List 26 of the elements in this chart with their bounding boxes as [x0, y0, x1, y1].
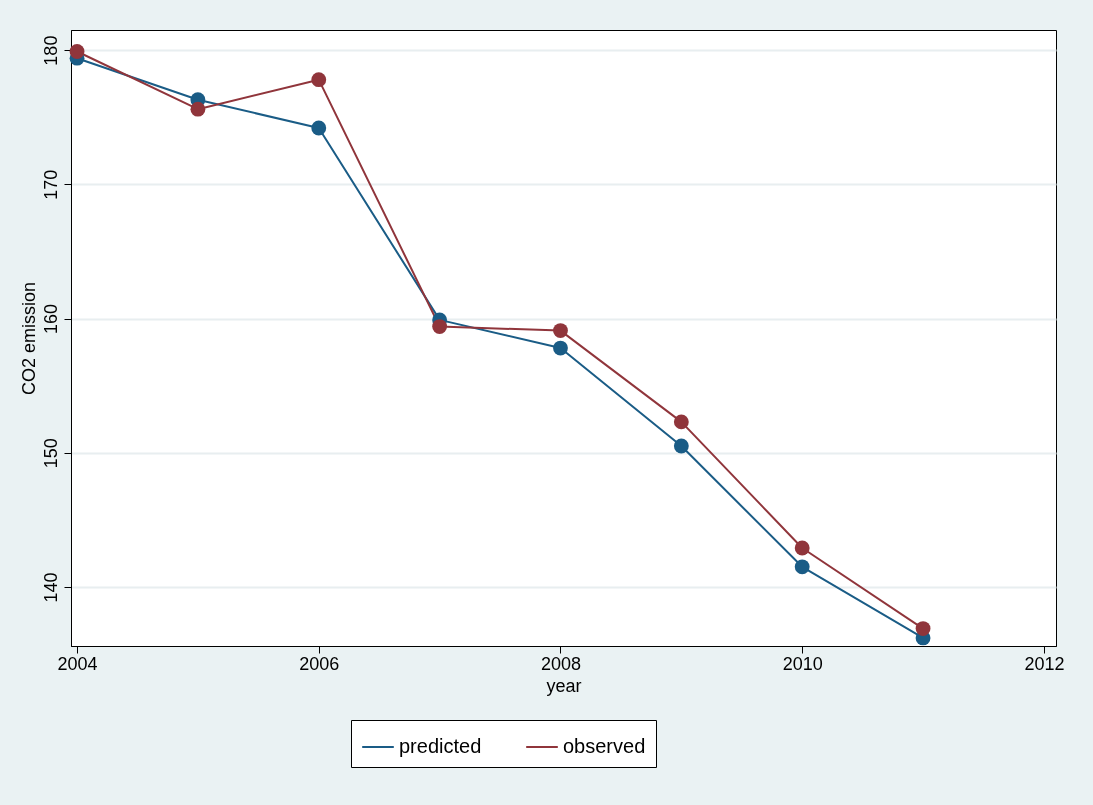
point	[794, 540, 810, 556]
x-tick-label: 2004	[57, 653, 98, 674]
x-axis-title: year	[546, 675, 582, 696]
y-tick-label: 170	[40, 169, 61, 200]
point	[794, 559, 810, 575]
point	[69, 44, 85, 59]
point	[432, 319, 448, 334]
point	[311, 120, 327, 136]
x-tick-label: 2006	[299, 653, 340, 674]
y-tick-label: 180	[40, 35, 61, 66]
point	[673, 438, 689, 454]
x-tick-label: 2008	[540, 653, 581, 674]
point	[915, 621, 931, 636]
point	[553, 323, 568, 339]
y-tick-label: 150	[40, 438, 61, 469]
point	[190, 101, 206, 117]
legend-label: predicted	[399, 735, 482, 757]
x-tick-label: 2012	[1024, 653, 1065, 674]
y-tick-label: 160	[40, 304, 61, 335]
y-axis-title: CO2 emission	[18, 281, 39, 396]
point	[673, 414, 689, 430]
point	[311, 72, 327, 88]
x-tick-label: 2010	[782, 653, 823, 674]
point	[553, 340, 568, 356]
y-tick-label: 140	[40, 572, 61, 603]
legend-label: observed	[563, 735, 646, 757]
